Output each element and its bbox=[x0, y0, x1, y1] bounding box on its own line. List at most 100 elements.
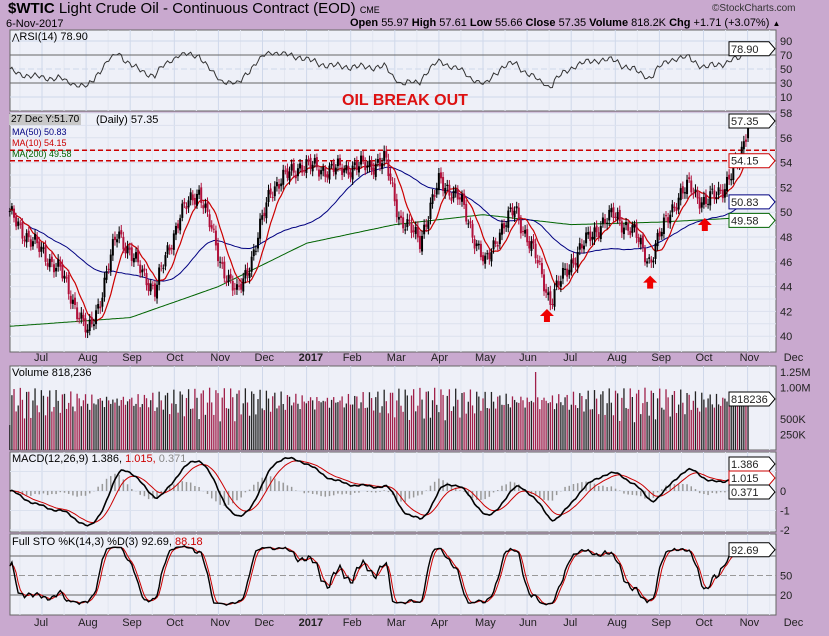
price-candle-body bbox=[385, 151, 388, 158]
price-candle-body bbox=[317, 169, 320, 177]
price-candle-body bbox=[330, 163, 333, 166]
rsi-axis-label: 30 bbox=[780, 78, 792, 90]
price-candle-body bbox=[694, 189, 697, 193]
price-candle-body bbox=[631, 225, 634, 233]
price-candle-body bbox=[208, 214, 211, 228]
macd-axis-label: 0 bbox=[780, 486, 786, 498]
price-candle-body bbox=[671, 204, 674, 213]
price-candle-body bbox=[576, 251, 579, 268]
price-candle-body bbox=[61, 264, 64, 279]
month-tick-label: Nov bbox=[210, 352, 230, 364]
month-tick-label: Dec bbox=[784, 352, 804, 364]
price-candle-body bbox=[715, 197, 718, 199]
price-candle-body bbox=[267, 190, 270, 203]
price-candle-body bbox=[456, 189, 459, 200]
macd-hist-tag: 0.371 bbox=[731, 487, 759, 499]
price-candle-body bbox=[76, 307, 79, 320]
price-candle-body bbox=[461, 194, 464, 202]
price-candle-body bbox=[86, 329, 89, 333]
price-candle-body bbox=[446, 184, 449, 187]
price-candle-body bbox=[622, 227, 625, 235]
price-candle-body bbox=[656, 232, 659, 247]
price-candle-body bbox=[486, 253, 489, 255]
price-candle-body bbox=[315, 157, 318, 168]
price-candle-body bbox=[482, 255, 485, 262]
close-price-tag-box bbox=[728, 113, 776, 129]
price-candle-body bbox=[620, 221, 623, 233]
price-candle-body bbox=[19, 223, 22, 225]
price-candle-body bbox=[690, 180, 693, 193]
price-candle-body bbox=[418, 235, 421, 250]
price-candle-body bbox=[248, 273, 251, 279]
price-candle-body bbox=[402, 217, 405, 229]
ma50-tag: 50.83 bbox=[731, 197, 759, 209]
price-candle-body bbox=[332, 162, 335, 172]
price-candle-body bbox=[368, 160, 371, 167]
volume-value: 818.2K bbox=[631, 17, 667, 29]
price-candle-body bbox=[465, 203, 468, 222]
price-candle-body bbox=[509, 207, 512, 209]
price-candle-body bbox=[296, 168, 299, 177]
price-candle-body bbox=[113, 236, 116, 241]
price-candle-body bbox=[555, 280, 558, 287]
volume-label: Volume 818,236 bbox=[12, 367, 92, 379]
price-candle-body bbox=[412, 230, 415, 232]
price-candle-body bbox=[50, 256, 53, 262]
price-candle-body bbox=[290, 164, 293, 171]
close-price-tag: 57.35 bbox=[731, 116, 759, 128]
price-candle-body bbox=[324, 168, 327, 177]
price-candle-body bbox=[38, 241, 41, 252]
price-candle-body bbox=[82, 314, 85, 321]
price-candle-body bbox=[637, 237, 640, 243]
price-candle-body bbox=[719, 189, 722, 191]
macd-label-main: MACD(12,26,9) 1.386, bbox=[12, 453, 123, 465]
price-candle-body bbox=[437, 173, 440, 191]
annotation-oil-break-out: OIL BREAK OUT bbox=[342, 92, 468, 109]
price-candle-body bbox=[408, 219, 411, 222]
price-candle-body bbox=[288, 171, 291, 181]
price-candle-body bbox=[561, 267, 564, 279]
month-tick-label: Sep bbox=[651, 352, 671, 364]
price-candle-body bbox=[439, 172, 442, 179]
price-candle-body bbox=[431, 194, 434, 204]
price-candle-body bbox=[696, 191, 699, 199]
buy-arrow-icon bbox=[539, 309, 554, 323]
price-candle-body bbox=[612, 207, 615, 218]
price-candle-body bbox=[608, 209, 611, 221]
month-tick-label: Sep bbox=[122, 352, 142, 364]
price-candle-body bbox=[242, 278, 245, 292]
price-candle-body bbox=[229, 274, 232, 279]
month-tick-label: Oct bbox=[166, 617, 183, 629]
price-candle-body bbox=[400, 215, 403, 219]
price-candle-body bbox=[498, 232, 501, 245]
price-candle-body bbox=[698, 197, 701, 209]
macd-value-tag: 1.386 bbox=[731, 459, 759, 471]
price-candle-body bbox=[202, 205, 205, 209]
price-candle-body bbox=[378, 157, 381, 167]
price-candle-body bbox=[187, 200, 190, 208]
price-candle-body bbox=[235, 284, 238, 290]
ma200-tag: 49.58 bbox=[731, 215, 759, 227]
price-candle-body bbox=[122, 236, 125, 250]
price-candle-body bbox=[116, 239, 119, 243]
price-candle-body bbox=[252, 249, 255, 257]
price-candle-body bbox=[345, 165, 348, 171]
price-candle-body bbox=[500, 223, 503, 235]
price-candle-body bbox=[271, 196, 274, 198]
price-candle-body bbox=[269, 188, 272, 195]
price-candle-body bbox=[206, 202, 209, 212]
price-candle-body bbox=[372, 167, 375, 175]
month-tick-label: Jul bbox=[563, 352, 577, 364]
month-tick-label: 2017 bbox=[299, 352, 323, 364]
price-candle-body bbox=[667, 217, 670, 223]
price-candle-body bbox=[326, 174, 329, 178]
price-candle-body bbox=[702, 196, 705, 205]
price-candle-body bbox=[507, 210, 510, 228]
price-candle-body bbox=[179, 218, 182, 231]
price-candle-body bbox=[383, 150, 386, 162]
price-candle-body bbox=[471, 223, 474, 238]
macd-label: MACD(12,26,9) 1.386, 1.015, 0.371 bbox=[12, 453, 186, 465]
price-candle-body bbox=[618, 209, 621, 221]
price-candle-body bbox=[433, 195, 436, 197]
